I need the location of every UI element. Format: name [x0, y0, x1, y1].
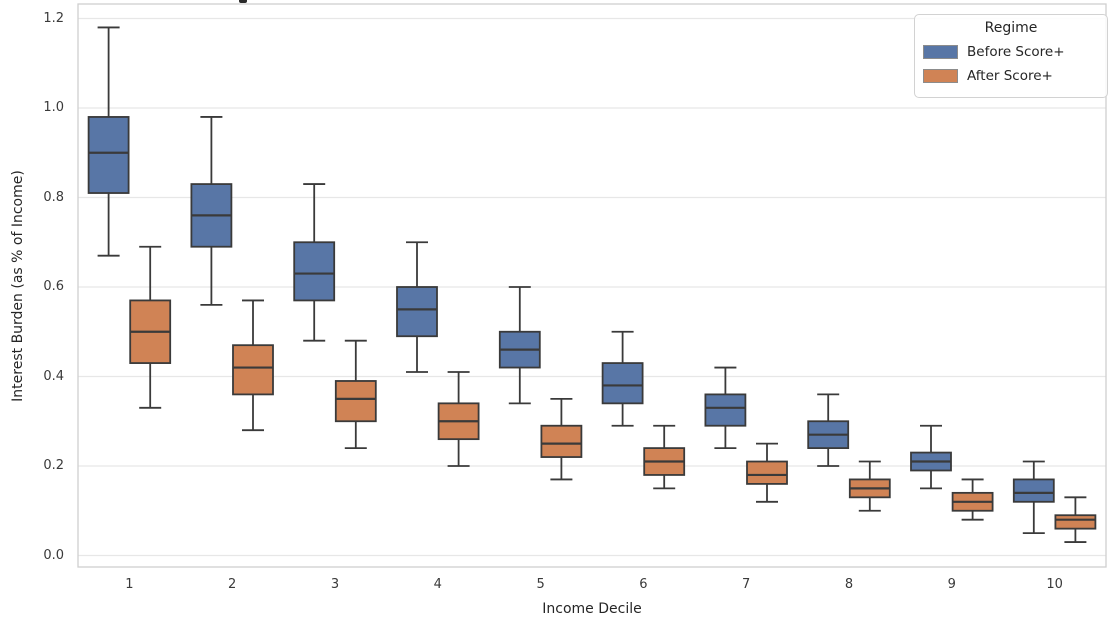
box-after-decile-2 [232, 299, 274, 432]
x-tick-label: 3 [330, 577, 340, 592]
iqr-box [540, 424, 583, 458]
box-before-decile-1 [87, 26, 130, 257]
x-axis-title: Income Decile [542, 601, 642, 617]
legend-title: Regime [984, 20, 1038, 36]
iqr-box [1012, 478, 1055, 503]
iqr-box [232, 344, 274, 396]
iqr-box [704, 393, 747, 427]
legend-item-before: Before Score+ [915, 44, 1107, 60]
box-after-decile-7 [746, 442, 788, 503]
y-tick-label: 0.6 [43, 279, 64, 294]
box-before-decile-8 [807, 393, 850, 467]
box-after-decile-9 [951, 478, 994, 521]
box-before-decile-9 [910, 424, 952, 490]
box-after-decile-4 [437, 371, 480, 467]
box-after-decile-10 [1054, 496, 1097, 543]
y-tick-label: 0.4 [43, 368, 64, 384]
cropped-title-fragment [239, 0, 247, 3]
x-tick-label: 4 [433, 577, 442, 592]
y-tick-label: 1.0 [43, 100, 64, 115]
iqr-box [601, 362, 644, 405]
x-tick-label: 10 [1046, 577, 1063, 592]
iqr-box [396, 286, 438, 338]
iqr-box [87, 116, 130, 194]
box-before-decile-6 [601, 330, 644, 427]
x-tick-label: 6 [639, 577, 648, 592]
box-before-decile-3 [293, 183, 336, 342]
y-tick-label: 0.8 [43, 189, 64, 205]
box-after-decile-3 [334, 339, 377, 450]
y-tick-label: 0.2 [43, 458, 64, 473]
box-before-decile-5 [498, 286, 541, 405]
box-after-decile-5 [540, 397, 583, 481]
legend: Regime Before Score+ After Score+ [914, 14, 1108, 98]
box-before-decile-4 [396, 241, 438, 373]
x-tick-label: 9 [947, 577, 956, 592]
x-tick-label: 8 [844, 577, 854, 592]
iqr-box [1054, 514, 1097, 530]
x-tick-label: 1 [125, 577, 134, 592]
x-tick-label: 5 [536, 577, 545, 592]
y-tick-label: 0.0 [43, 547, 64, 563]
y-axis-title: Interest Burden (as % of Income) [10, 170, 26, 402]
box-before-decile-7 [704, 366, 747, 450]
legend-swatch-after-icon [923, 69, 958, 83]
box-before-decile-2 [190, 116, 233, 306]
box-after-decile-6 [643, 424, 686, 490]
plot-frame [77, 3, 1107, 568]
legend-item-after: After Score+ [915, 68, 1107, 84]
box-after-decile-8 [848, 460, 891, 512]
iqr-box [334, 380, 377, 423]
box-after-decile-1 [129, 245, 172, 409]
x-tick-label: 2 [228, 577, 237, 592]
legend-label-before: Before Score+ [967, 44, 1065, 60]
y-tick-label: 1.2 [43, 10, 64, 26]
legend-label-after: After Score+ [967, 68, 1053, 84]
legend-swatch-before-icon [923, 45, 958, 59]
iqr-box [746, 460, 788, 485]
iqr-box [293, 241, 336, 302]
box-before-decile-10 [1012, 460, 1055, 535]
x-tick-label: 7 [742, 577, 751, 592]
